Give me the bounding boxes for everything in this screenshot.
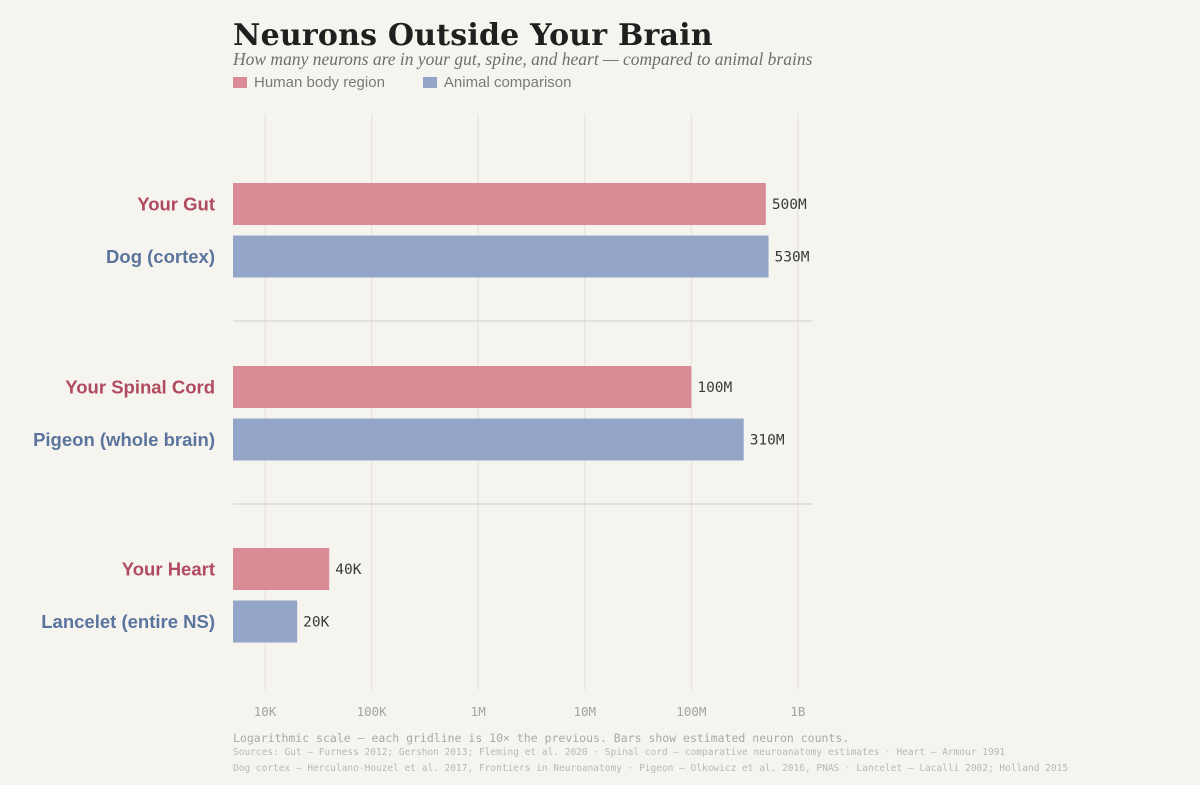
bar-value-label: 530M	[775, 250, 810, 266]
bar	[233, 600, 298, 643]
legend-label-human: Human body region	[254, 74, 385, 91]
bar	[233, 548, 330, 590]
x-tick-label: 100K	[357, 704, 388, 719]
bar-value-label: 500M	[772, 197, 807, 213]
legend-swatch-animal	[422, 77, 437, 88]
chart-title: Neurons Outside Your Brain	[233, 18, 713, 53]
chart-subtitle: How many neurons are in your gut, spine,…	[233, 49, 813, 69]
bar-value-label: 40K	[335, 562, 361, 578]
category-label: Your Heart	[122, 559, 215, 580]
category-label: Your Gut	[137, 194, 215, 215]
legend-swatch-human	[233, 77, 247, 88]
x-tick-label: 1M	[471, 704, 486, 719]
scale-note: Logarithmic scale — each gridline is 10×…	[233, 731, 850, 745]
category-label: Pigeon (whole brain)	[33, 429, 215, 450]
category-label: Dog (cortex)	[106, 246, 215, 267]
legend: Human body region Animal comparison	[233, 74, 571, 91]
chart-footer: Logarithmic scale — each gridline is 10×…	[233, 731, 1068, 777]
x-tick-label: 1B	[790, 704, 805, 719]
bar	[233, 418, 744, 461]
x-tick-label: 10K	[254, 704, 277, 719]
bar	[233, 183, 766, 225]
bar-value-label: 310M	[750, 433, 785, 449]
legend-label-animal: Animal comparison	[443, 74, 572, 91]
bar	[233, 366, 692, 408]
bar-value-label: 20K	[303, 615, 329, 631]
bar-value-label: 100M	[697, 380, 732, 396]
category-label: Lancelet (entire NS)	[41, 611, 215, 632]
x-tick-label: 10M	[573, 704, 596, 719]
bar	[233, 235, 769, 278]
sources-line-2: Dog cortex — Herculano-Houzel et al. 201…	[233, 763, 1069, 774]
legend-item-animal: Animal comparison	[422, 74, 572, 91]
category-label: Your Spinal Cord	[65, 377, 215, 398]
x-tick-label: 100M	[676, 704, 706, 719]
legend-item-human: Human body region	[233, 74, 385, 91]
sources-line-1: Sources: Gut — Furness 2012; Gershon 201…	[233, 747, 1006, 758]
